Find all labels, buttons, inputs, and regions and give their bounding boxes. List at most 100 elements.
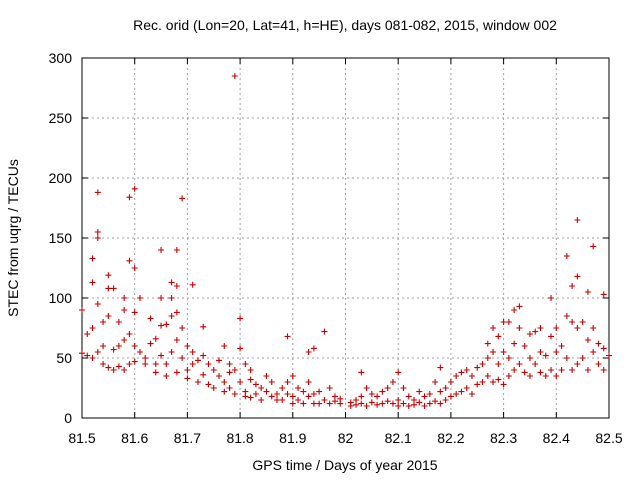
- data-point-marker: [463, 367, 470, 373]
- data-point-marker: [537, 349, 544, 355]
- data-point-marker: [305, 379, 312, 385]
- data-point-marker: [553, 325, 560, 331]
- data-point-marker: [115, 319, 122, 325]
- data-point-marker: [284, 379, 291, 385]
- data-point-marker: [131, 265, 138, 271]
- data-point-marker: [258, 385, 265, 391]
- data-point-marker: [590, 243, 597, 250]
- data-point-marker: [453, 373, 460, 379]
- data-point-marker: [442, 385, 449, 391]
- data-point-marker: [495, 333, 502, 340]
- y-tick-label: 150: [49, 230, 73, 246]
- data-point-marker: [216, 373, 223, 379]
- data-point-marker: [158, 247, 165, 253]
- data-point-marker: [126, 331, 133, 337]
- data-point-marker: [600, 345, 607, 352]
- data-point-marker: [558, 367, 565, 373]
- data-point-marker: [548, 295, 555, 301]
- data-point-marker: [131, 309, 138, 316]
- x-tick-label: 82.3: [490, 430, 517, 446]
- data-point-marker: [131, 185, 138, 192]
- data-point-marker: [495, 361, 502, 367]
- data-point-marker: [231, 73, 238, 79]
- data-point-marker: [147, 315, 154, 322]
- y-tick-label: 0: [64, 410, 72, 426]
- data-point-marker: [89, 279, 96, 286]
- data-point-marker: [421, 393, 428, 400]
- data-point-marker: [268, 379, 275, 385]
- data-point-marker: [416, 388, 423, 395]
- data-point-marker: [115, 363, 122, 370]
- data-point-marker: [252, 381, 259, 388]
- data-point-marker: [179, 195, 186, 202]
- data-point-marker: [126, 194, 133, 201]
- data-point-marker: [374, 401, 381, 408]
- x-tick-label: 81.5: [68, 430, 95, 446]
- data-point-marker: [405, 403, 412, 409]
- data-point-marker: [379, 400, 386, 407]
- data-point-marker: [437, 364, 444, 371]
- data-point-marker: [590, 325, 597, 331]
- data-point-marker: [268, 393, 275, 400]
- data-point-marker: [490, 379, 497, 385]
- data-point-marker: [152, 361, 159, 367]
- data-point-marker: [442, 397, 449, 403]
- x-tick-label: 82.4: [543, 430, 570, 446]
- data-point-marker: [468, 391, 475, 397]
- data-point-marker: [558, 343, 565, 349]
- data-point-marker: [405, 393, 412, 400]
- data-point-marker: [595, 340, 602, 347]
- data-point-marker: [89, 325, 96, 331]
- data-point-marker: [353, 401, 360, 408]
- data-point-marker: [263, 373, 270, 379]
- grid-lines: [82, 58, 609, 418]
- data-point-marker: [89, 355, 96, 361]
- data-point-marker: [384, 385, 391, 391]
- data-point-marker: [490, 349, 497, 355]
- data-point-marker: [258, 397, 265, 403]
- data-point-marker: [221, 388, 228, 395]
- data-point-marker: [136, 295, 143, 301]
- data-point-marker: [432, 398, 439, 405]
- data-point-marker: [484, 340, 491, 347]
- data-point-marker: [500, 349, 507, 355]
- data-point-marker: [606, 352, 612, 359]
- data-point-marker: [205, 361, 212, 367]
- x-tick-label: 81.7: [174, 430, 201, 446]
- data-point-marker: [179, 355, 186, 361]
- data-point-marker: [553, 373, 560, 379]
- data-point-marker: [194, 379, 201, 385]
- data-point-marker: [400, 400, 407, 407]
- data-point-marker: [158, 352, 165, 359]
- data-point-marker: [226, 385, 233, 391]
- data-point-marker: [511, 340, 518, 347]
- data-point-marker: [110, 285, 117, 292]
- data-point-marker: [526, 355, 533, 361]
- data-point-marker: [152, 369, 159, 376]
- data-point-marker: [194, 357, 201, 364]
- y-tick-label: 250: [49, 110, 73, 126]
- data-point-marker: [168, 279, 175, 286]
- data-point-marker: [584, 367, 591, 373]
- data-point-marker: [563, 253, 570, 259]
- data-point-marker: [168, 295, 175, 301]
- data-point-marker: [242, 393, 249, 400]
- data-point-marker: [437, 388, 444, 395]
- data-point-marker: [131, 358, 138, 365]
- x-tick-label: 82: [338, 430, 354, 446]
- data-point-marker: [163, 361, 170, 367]
- data-point-marker: [563, 313, 570, 319]
- data-point-marker: [384, 398, 391, 405]
- data-point-marker: [516, 303, 523, 310]
- data-point-marker: [221, 379, 228, 385]
- data-point-marker: [84, 352, 91, 359]
- data-point-marker: [237, 345, 244, 352]
- data-point-marker: [200, 323, 207, 330]
- data-point-marker: [305, 393, 312, 400]
- data-point-marker: [247, 367, 254, 373]
- data-point-marker: [231, 391, 238, 397]
- data-point-marker: [321, 328, 328, 335]
- data-point-marker: [584, 337, 591, 343]
- data-point-marker: [110, 367, 117, 373]
